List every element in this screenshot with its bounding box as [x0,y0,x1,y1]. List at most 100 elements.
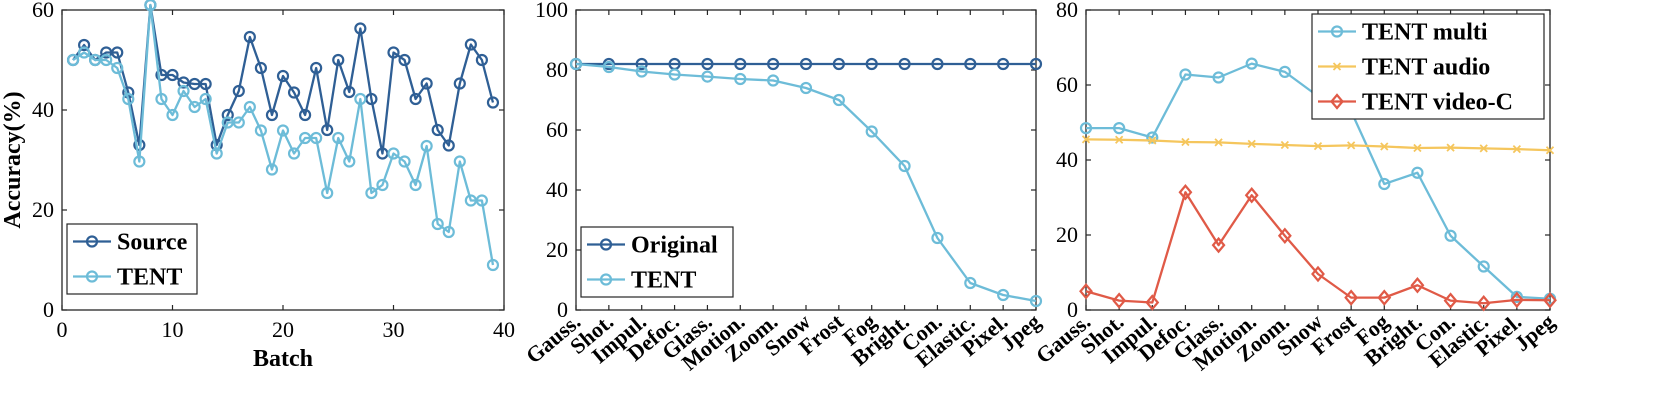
data-point [1145,294,1160,311]
data-point [931,57,944,71]
data-point [265,163,279,176]
series-tent [66,0,500,272]
legend: Source TENT [66,223,198,295]
data-point [1079,122,1093,135]
data-point [111,46,124,59]
legend: TENT multi TENT audio TENT video-C [1311,13,1545,120]
data-point [1410,277,1425,294]
data-point [254,61,267,75]
data-point [964,276,977,290]
data-point [199,92,212,106]
x-axis-title: Batch [253,346,313,372]
legend: Original TENT [580,226,734,298]
data-point [1378,177,1391,191]
data-point [431,123,444,137]
data-point [287,86,301,99]
data-point [767,57,780,71]
data-point [221,108,234,122]
y-tick-label: 0 [557,297,568,322]
data-point [1413,143,1422,153]
y-tick-label: 80 [1056,0,1078,22]
data-point [1278,65,1291,78]
legend-marker [1332,62,1342,71]
data-point [287,147,301,160]
legend-marker [85,235,99,248]
data-point [376,178,389,192]
data-point [1029,57,1043,71]
data-point [1512,144,1521,154]
data-point [1081,135,1091,144]
data-point [365,186,378,200]
x-tick-label: Jpeg [1509,309,1559,356]
legend-label: Original [631,233,718,259]
data-point [144,0,157,12]
data-point [832,93,845,107]
legend-marker [599,273,613,286]
data-point [453,77,466,90]
data-point [100,53,113,67]
chart-panel-3: 020406080Gauss.Shot.Impul.Defoc.Glass.Mo… [1031,0,1559,375]
data-point [332,131,345,145]
data-point [232,84,245,98]
data-point [77,38,91,52]
y-tick-label: 60 [32,0,54,22]
data-point [133,155,146,168]
data-point [1347,141,1356,150]
data-point [799,81,813,95]
data-point [122,92,135,106]
data-point [111,61,124,75]
series-tent-audio [1081,135,1555,155]
data-point [1411,166,1424,179]
data-point [1113,122,1126,135]
data-point [1311,265,1325,283]
y-tick-label: 40 [32,97,54,122]
data-point [1181,137,1190,147]
y-tick-label: 60 [1056,72,1078,97]
chart-panel-2: 020406080100Gauss.Shot.Impul.Defoc.Glass… [521,0,1045,375]
data-point [166,68,179,82]
data-point [602,60,615,74]
data-point [343,85,356,99]
data-point [668,68,681,81]
legend-box [66,223,198,295]
data-point [155,92,168,106]
data-point [701,70,714,83]
data-point [486,258,500,272]
data-point [299,108,312,122]
data-point [1211,236,1226,254]
data-point [166,108,179,122]
data-point [321,186,334,200]
y-tick-label: 20 [546,237,568,262]
data-point [997,288,1010,302]
data-point [475,194,488,207]
data-point [635,57,648,71]
data-point [310,131,323,145]
data-point [1179,68,1192,81]
data-point [254,124,267,137]
data-point [1244,187,1259,204]
data-point [964,57,977,71]
data-point [1443,292,1458,309]
data-point [1112,292,1127,309]
data-point [431,217,444,231]
data-point [635,65,648,78]
data-point [1146,131,1159,144]
data-point [332,53,345,67]
data-point [1545,146,1555,155]
data-point [1444,229,1457,242]
x-tick-label: 20 [272,317,294,342]
legend-marker [1330,25,1344,38]
series-line [1085,191,1551,305]
data-point [1079,283,1093,300]
data-point [265,108,279,122]
data-point [734,57,747,71]
data-point [409,92,422,106]
y-tick-label: 40 [546,177,568,202]
data-point [66,53,80,67]
legend-label: TENT multi [1362,20,1488,46]
legend-label: TENT [631,268,696,294]
data-point [177,76,190,89]
legend-label: TENT video-C [1362,90,1513,116]
data-point [354,22,367,35]
series-tent-video-c [1079,184,1557,312]
